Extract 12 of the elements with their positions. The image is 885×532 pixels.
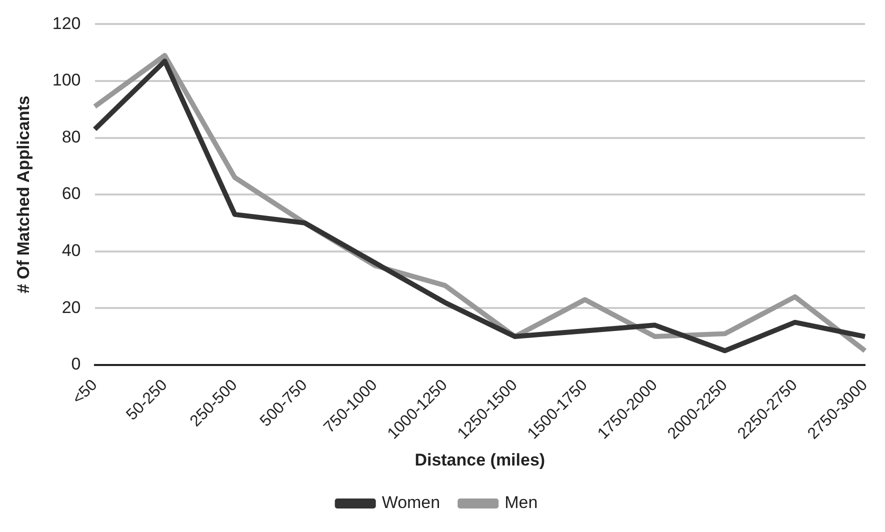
legend-label: Women	[382, 493, 440, 512]
y-tick-label: 100	[52, 70, 81, 90]
x-tick-label: <50	[69, 376, 101, 408]
y-tick-label: 20	[62, 298, 81, 317]
y-tick-label: 80	[62, 127, 81, 146]
y-tick-label: 120	[52, 14, 81, 33]
x-axis-title: Distance (miles)	[414, 450, 546, 470]
y-tick-label: 40	[62, 241, 81, 260]
legend-label: Men	[504, 493, 538, 512]
y-axis-title: # Of Matched Applicants	[14, 96, 33, 294]
y-tick-label: 0	[71, 354, 81, 374]
y-tick-label: 60	[62, 184, 81, 204]
